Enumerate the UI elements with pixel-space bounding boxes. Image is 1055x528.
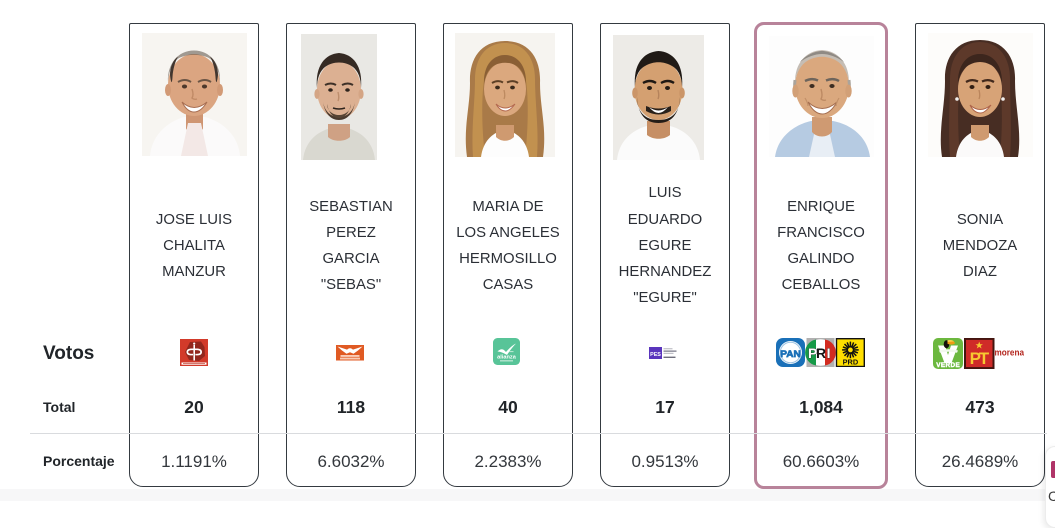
svg-text:I: I: [827, 345, 831, 361]
svg-text:PT: PT: [970, 349, 990, 368]
svg-text:morena: morena: [995, 347, 1025, 358]
svg-text:P: P: [808, 345, 817, 361]
svg-text:VERDE: VERDE: [936, 362, 960, 369]
svg-text:PES: PES: [650, 352, 661, 358]
svg-text:PAN: PAN: [780, 349, 801, 360]
svg-text:R: R: [816, 345, 826, 361]
svg-text:alianza: alianza: [497, 355, 517, 361]
svg-text:PRD: PRD: [843, 357, 859, 366]
